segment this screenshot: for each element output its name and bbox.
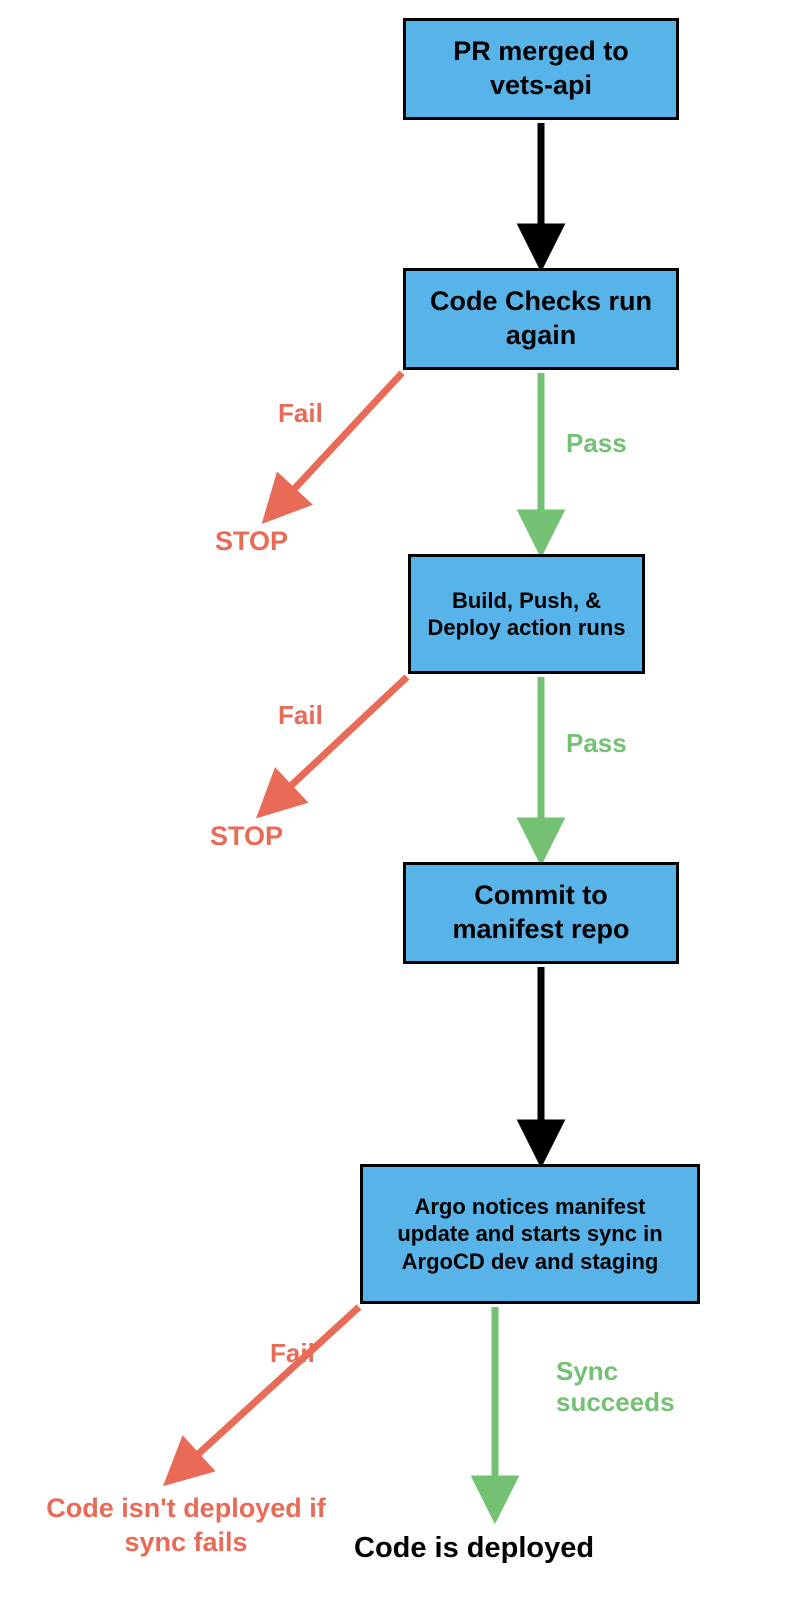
flowchart-node-n2: Code Checks run again [403,268,679,370]
flowchart-terminal-t4: Code is deployed [354,1530,594,1566]
terminal-label: STOP [215,526,288,556]
flowchart-terminal-t3: Code isn't deployed if sync fails [21,1492,351,1560]
flowchart-node-n4: Commit to manifest repo [403,862,679,964]
edge-label-n3-n4: Pass [566,728,627,759]
edge-label-n3-t2: Fail [278,700,323,731]
edge-n3-t2 [265,677,407,810]
node-label: Argo notices manifest update and starts … [377,1193,683,1276]
edge-label-text: Sync succeeds [556,1356,675,1417]
edge-label-n5-t4: Sync succeeds [556,1356,706,1418]
edge-label-n5-t3: Fail [270,1338,315,1369]
flowchart-node-n3: Build, Push, & Deploy action runs [408,554,645,674]
flowchart-node-n1: PR merged to vets-api [403,18,679,120]
terminal-label: Code is deployed [354,1532,594,1564]
node-label: Build, Push, & Deploy action runs [425,587,628,642]
node-label: Code Checks run again [420,285,662,353]
terminal-label: Code isn't deployed if sync fails [46,1493,325,1557]
edge-label-n2-n3: Pass [566,428,627,459]
edge-n5-t3 [172,1307,359,1478]
flowchart-terminal-t1: STOP [215,525,288,559]
terminal-label: STOP [210,821,283,851]
flowchart-node-n5: Argo notices manifest update and starts … [360,1164,700,1304]
flowchart-terminal-t2: STOP [210,820,283,854]
edge-label-text: Fail [270,1338,315,1368]
edge-n2-t1 [270,373,402,515]
edge-label-n2-t1: Fail [278,398,323,429]
edge-label-text: Pass [566,428,627,458]
node-label: PR merged to vets-api [420,35,662,103]
node-label: Commit to manifest repo [420,879,662,947]
edge-label-text: Fail [278,398,323,428]
edge-label-text: Pass [566,728,627,758]
edge-label-text: Fail [278,700,323,730]
